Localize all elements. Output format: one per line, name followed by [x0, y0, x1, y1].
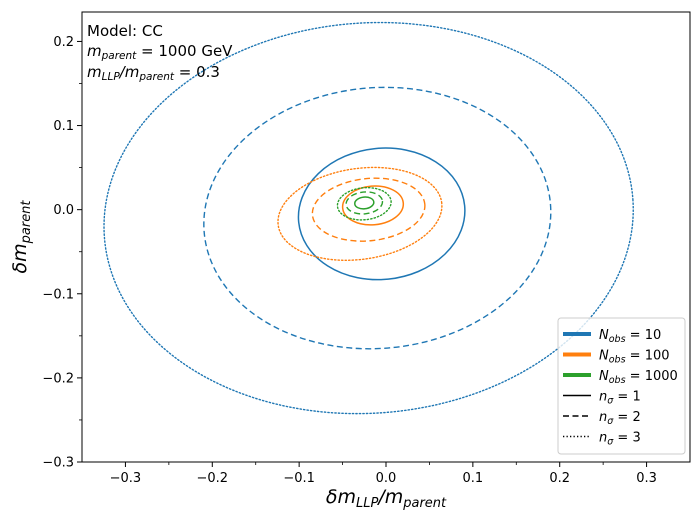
contour-ellipse-5 [311, 177, 426, 242]
x-tick-label: −0.3 [110, 471, 142, 486]
x-tick-label: 0.0 [376, 471, 397, 486]
legend-label: nσ = 2 [599, 410, 641, 427]
x-axis-ticks: −0.3 −0.2 −0.1 0.0 0.1 0.2 0.3 [110, 462, 657, 486]
y-tick-label: −0.3 [42, 456, 74, 471]
annotation-parent-mass: mparent = 1000 GeV [87, 42, 233, 62]
x-tick-label: −0.2 [196, 471, 228, 486]
legend-label: Nobs = 10 [599, 328, 661, 345]
x-tick-label: 0.1 [463, 471, 484, 486]
legend-label: Nobs = 100 [599, 349, 670, 366]
legend: Nobs = 10 Nobs = 100 Nobs = 1000 nσ = 1 nσ =… [557, 317, 686, 455]
x-tick-label: −0.1 [283, 471, 315, 486]
annotation-mass-ratio: mLLP/mparent = 0.3 [87, 63, 220, 83]
x-axis-label: δmLLP/mparent [326, 486, 447, 510]
y-tick-label: −0.2 [42, 371, 74, 386]
ellipse-series [103, 21, 634, 415]
contour-ellipse-1 [297, 147, 466, 281]
contour-ellipse-9 [336, 186, 392, 221]
y-tick-label: 0.1 [53, 119, 74, 134]
legend-label: nσ = 3 [599, 431, 641, 448]
y-axis-ticks: −0.3 −0.2 −0.1 0.0 0.1 0.2 [42, 35, 82, 471]
y-tick-label: 0.0 [53, 203, 74, 218]
contour-ellipse-7 [354, 196, 375, 210]
contour-ellipse-6 [277, 166, 443, 261]
contour-ellipse-4 [341, 185, 405, 226]
annotation-model: Model: CC [87, 22, 163, 40]
x-tick-label: 0.3 [636, 471, 657, 486]
legend-frame [557, 317, 686, 455]
y-tick-label: 0.2 [53, 35, 74, 50]
contour-ellipse-2 [203, 86, 552, 350]
y-axis-label: δmparent [9, 200, 34, 274]
x-tick-label: 0.2 [549, 471, 570, 486]
contour-ellipse-3 [103, 21, 634, 415]
y-tick-label: −0.1 [42, 287, 74, 302]
legend-label: nσ = 1 [599, 390, 641, 407]
legend-label: Nobs = 1000 [599, 369, 678, 386]
